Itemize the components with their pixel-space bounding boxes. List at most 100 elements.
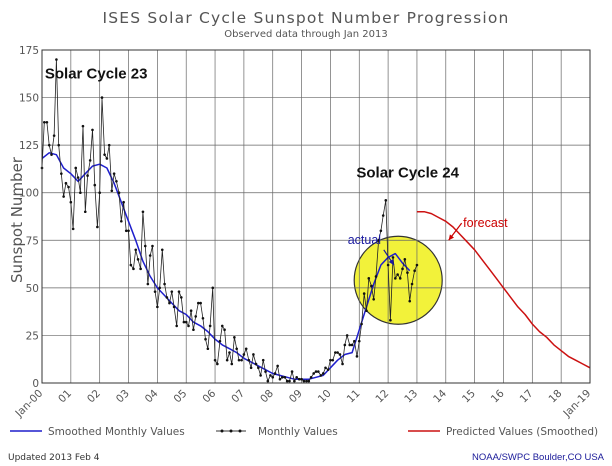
monthly-value-point [285,379,289,383]
monthly-value-point [348,343,352,347]
monthly-value-point [266,379,270,383]
monthly-value-point [132,267,135,271]
monthly-value-point [64,181,68,185]
monthly-value-point [264,370,267,373]
monthly-value-point [136,258,140,261]
monthly-value-point [74,166,78,170]
monthly-value-point [283,375,287,379]
monthly-value-point [300,377,303,381]
monthly-value-point [305,379,308,383]
monthly-value-point [156,305,159,309]
monthly-value-point [293,379,296,383]
annotation-solar-cycle-23: Solar Cycle 23 [45,66,148,83]
monthly-value-point [100,96,104,99]
monthly-value-point [334,351,337,354]
monthly-value-point [47,143,51,147]
monthly-value-point [343,343,347,347]
y-tick-label: 125 [19,140,39,152]
monthly-value-point [240,358,243,362]
monthly-value-point [309,375,313,379]
monthly-value-point [307,379,311,383]
series-line-predicted [416,210,591,369]
monthly-value-point [175,324,178,328]
monthly-value-point [124,229,128,233]
monthly-value-point [199,301,202,305]
monthly-value-point [184,320,188,324]
y-tick-label: 75 [26,235,39,247]
monthly-value-point [151,244,154,248]
monthly-value-point [129,263,133,267]
monthly-value-point [386,263,390,267]
monthly-value-point [117,191,121,195]
monthly-value-point [295,375,298,379]
monthly-value-point [374,275,378,278]
monthly-value-point [381,214,385,217]
monthly-value-point [194,315,198,318]
monthly-value-point [153,290,157,293]
monthly-value-point [228,351,231,354]
monthly-value-point [81,124,85,128]
monthly-value-point [180,296,183,299]
monthly-value-point [43,121,46,124]
monthly-value-point [396,273,399,276]
annotation-solar-cycle-24: Solar Cycle 24 [356,164,459,181]
monthly-value-point [110,189,114,193]
monthly-value-point [321,372,325,375]
y-tick-label: 25 [26,330,39,342]
y-tick-label: 100 [19,188,39,200]
monthly-value-point [211,286,215,290]
monthly-value-point [353,339,356,343]
monthly-value-point [357,339,361,343]
monthly-value-point [254,362,258,366]
monthly-value-point [297,377,301,381]
chart-title: ISES Solar Cycle Sunspot Number Progress… [102,9,509,27]
monthly-value-point [365,309,368,312]
annotation-actual-arrow-head [388,259,394,266]
monthly-value-point [79,191,82,195]
monthly-value-point [192,328,195,332]
monthly-value-point [71,227,75,231]
monthly-value-point [182,320,186,324]
monthly-value-point [345,334,349,337]
monthly-value-point [62,195,65,198]
monthly-value-point [317,370,320,373]
highlight-layer [353,235,443,325]
monthly-value-point [86,174,89,177]
monthly-value-point [139,267,142,271]
monthly-value-point [187,324,190,328]
monthly-value-point [146,282,150,286]
y-tick-label: 50 [26,283,39,295]
legend-predicted-label: Predicted Values (Smoothed) [446,426,598,438]
monthly-value-point [163,282,166,286]
monthly-value-point [112,172,116,175]
monthly-value-point [223,328,226,332]
monthly-value-point [96,225,99,229]
monthly-value-point [391,256,395,259]
y-tick-label: 150 [19,93,39,105]
monthly-value-point [83,210,87,214]
monthly-value-point [120,219,123,223]
monthly-value-point [168,301,171,305]
monthly-value-point [413,269,416,273]
footer-updated: Updated 2013 Feb 4 [8,453,100,463]
monthly-value-point [67,185,70,189]
monthly-value-point [177,290,181,293]
monthly-value-point [57,143,61,147]
legend-monthly-dot-2 [229,429,233,433]
monthly-value-point [235,347,238,351]
legend: Smoothed Monthly Values Monthly Values P… [10,426,598,438]
legend-monthly-label: Monthly Values [258,426,338,438]
monthly-value-point [69,200,73,204]
monthly-value-point [314,370,318,373]
monthly-value-point [350,343,354,347]
monthly-value-point [370,284,373,288]
monthly-value-point [269,374,272,377]
monthly-value-point [237,358,241,362]
legend-monthly-dot-1 [220,429,224,433]
footer-source: NOAA/SWPC Boulder,CO USA [472,452,605,463]
monthly-value-point [302,379,306,383]
monthly-value-point [389,318,392,322]
monthly-value-point [134,248,138,252]
monthly-value-point [257,366,260,370]
